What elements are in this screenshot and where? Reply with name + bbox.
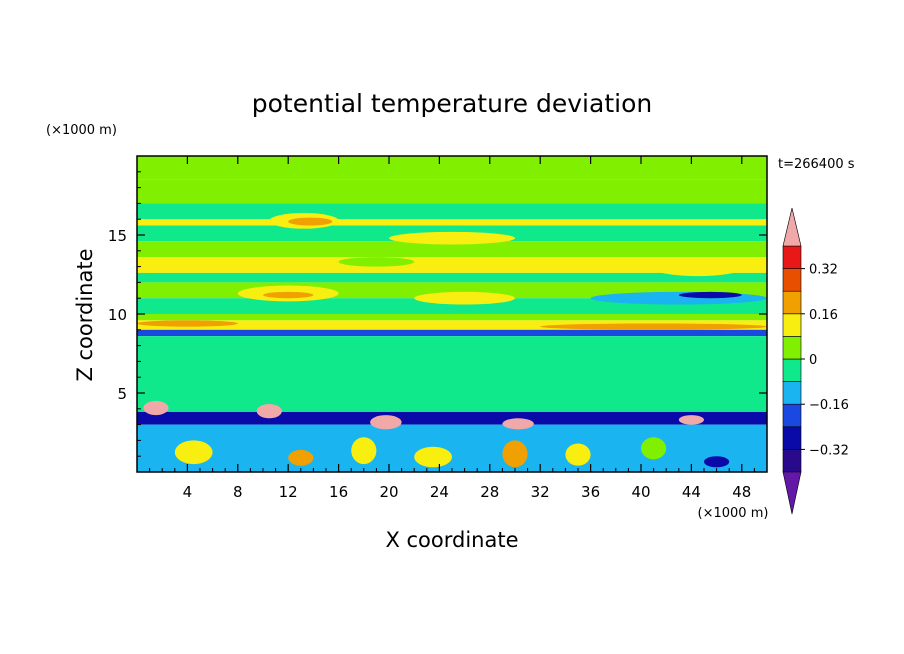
contour-feature [540, 323, 767, 330]
colorbar-segment [782, 358, 802, 382]
contour-feature [502, 440, 528, 468]
contour-band [137, 219, 767, 226]
contour-band [137, 156, 767, 180]
colorbar-segment [782, 381, 802, 405]
contour-feature [137, 260, 163, 273]
contour-band [137, 424, 767, 472]
x-tick-label: 24 [430, 483, 449, 501]
contour-band [137, 298, 767, 314]
contour-band [137, 411, 767, 425]
y-tick-label: 10 [108, 306, 127, 324]
x-tick-label: 12 [279, 483, 298, 501]
x-axis-title: X coordinate [385, 528, 518, 552]
x-tick-label: 20 [379, 483, 398, 501]
contour-feature [653, 260, 742, 277]
contour-feature [288, 449, 314, 466]
contour-band [137, 272, 767, 283]
contour-feature [174, 440, 213, 465]
colorbar-segment [782, 403, 802, 428]
colorbar-over-arrow [782, 207, 802, 247]
contour-feature [351, 437, 377, 465]
contour-band [137, 393, 767, 412]
colorbar-label: 0.16 [809, 308, 838, 323]
colorbar-segment [782, 245, 802, 269]
y-axis: 5 10 15 [108, 171, 767, 457]
time-label: t=266400 s [778, 157, 855, 172]
contour-feature [389, 231, 515, 245]
chart-title: potential temperature deviation [252, 89, 652, 118]
contour-band [137, 257, 767, 273]
contour-feature [414, 291, 515, 305]
contour-feature [502, 418, 534, 430]
colorbar-segment [782, 290, 802, 315]
contour-feature [137, 320, 238, 327]
colorbar-segment [782, 336, 802, 360]
contour-feature [704, 456, 730, 468]
contour-band [137, 329, 767, 337]
contour-feature [414, 446, 452, 468]
contour-band [137, 320, 767, 330]
contour-feature [565, 443, 591, 466]
x-tick-label: 8 [233, 483, 243, 501]
x-tick-label: 16 [329, 483, 348, 501]
contour-band [137, 336, 767, 393]
x-tick-label: 32 [531, 483, 550, 501]
x-unit-label: (×1000 m) [698, 506, 769, 521]
contour-band [137, 314, 767, 321]
colorbar-label: 0.32 [809, 263, 838, 278]
colorbar-label: −0.16 [809, 398, 849, 413]
contour-feature [678, 291, 742, 299]
contour-feature [263, 291, 314, 299]
x-tick-label: 4 [183, 483, 193, 501]
colorbar-label: −0.32 [809, 443, 849, 458]
x-axis: 4 8 12 16 20 24 28 32 36 40 44 48 [149, 156, 755, 501]
colorbar-label: 0 [809, 353, 817, 368]
contour-feature [256, 404, 282, 419]
y-tick-label: 5 [117, 385, 127, 403]
y-unit-label: (×1000 m) [46, 123, 117, 138]
contour-band [137, 203, 767, 220]
colorbar: 0.32 0.16 0 −0.16 −0.32 [782, 207, 849, 515]
x-tick-label: 44 [682, 483, 701, 501]
x-tick-label: 28 [480, 483, 499, 501]
y-tick-label: 15 [108, 227, 127, 245]
y-axis-title: Z coordinate [73, 248, 97, 381]
colorbar-segment [782, 268, 802, 292]
colorbar-under-arrow [782, 471, 802, 515]
contour-feature [641, 437, 667, 460]
contour-band [137, 241, 767, 258]
contour-feature [143, 400, 169, 416]
contour-feature [288, 217, 333, 226]
colorbar-segment [782, 426, 802, 450]
contour-feature [590, 291, 767, 305]
colorbar-segment [782, 449, 802, 473]
x-tick-label: 40 [631, 483, 650, 501]
colorbar-segment [782, 313, 802, 337]
contour-feature [678, 415, 705, 425]
x-tick-label: 48 [732, 483, 751, 501]
x-tick-label: 36 [581, 483, 600, 501]
contour-feature [370, 415, 402, 430]
contour-field [137, 156, 767, 472]
contour-feature [338, 257, 415, 267]
contour-band [137, 179, 767, 204]
